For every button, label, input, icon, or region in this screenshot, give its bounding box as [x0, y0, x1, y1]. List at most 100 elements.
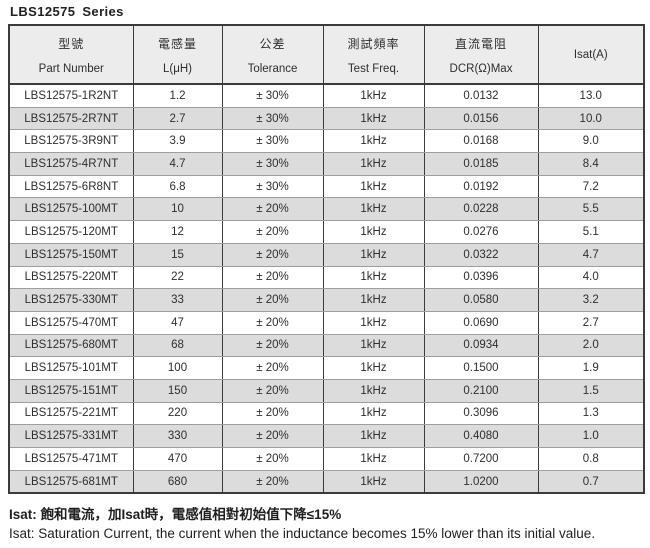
table-cell: ± 30%: [221, 106, 324, 131]
table-cell: ± 20%: [221, 424, 324, 448]
table-cell: 1kHz: [322, 447, 425, 471]
table-cell: 1kHz: [322, 401, 425, 426]
table-cell: ± 20%: [221, 197, 324, 222]
table-cell: 1kHz: [322, 242, 425, 267]
table-cell: ± 20%: [221, 265, 324, 290]
column-header-isat: Isat(A): [537, 24, 645, 85]
table-cell: 0.0934: [423, 333, 539, 358]
table-cell: LBS12575-100MT: [8, 197, 134, 222]
table-row: LBS12575-2R7NT 2.7 ± 30% 1kHz 0.0156 10.0: [8, 106, 645, 131]
column-header-test-freq-en: Test Freq.: [347, 62, 400, 75]
table-cell: 9.0: [537, 129, 645, 154]
table-cell: 0.1500: [423, 356, 539, 380]
table-cell: 0.0580: [423, 288, 539, 312]
table-cell: 5.5: [537, 197, 645, 222]
column-header-dcr-en: DCR(Ω)Max: [449, 62, 513, 75]
table-cell: 1kHz: [322, 356, 425, 380]
table-cell: 0.3096: [423, 401, 539, 426]
table-cell: 0.7200: [423, 447, 539, 471]
table-cell: 0.0192: [423, 174, 539, 199]
table-cell: 220: [132, 401, 223, 426]
table-cell: 0.0156: [423, 106, 539, 131]
table-cell: 15: [132, 242, 223, 267]
table-cell: 1.9: [537, 356, 645, 380]
table-cell: ± 30%: [221, 152, 324, 176]
table-row: LBS12575-120MT 12 ± 20% 1kHz 0.0276 5.1: [8, 220, 645, 244]
table-cell: LBS12575-330MT: [8, 288, 134, 312]
table-cell: 1kHz: [322, 424, 425, 448]
table-cell: LBS12575-6R8NT: [8, 174, 134, 199]
table-cell: 10.0: [537, 106, 645, 131]
table-cell: 0.4080: [423, 424, 539, 448]
table-header: 型號 Part Number 電感量 L(μH) 公差 Tolerance 測試…: [8, 24, 645, 85]
table-cell: ± 30%: [221, 83, 324, 108]
table-cell: 0.8: [537, 447, 645, 471]
table-row: LBS12575-680MT 68 ± 20% 1kHz 0.0934 2.0: [8, 333, 645, 358]
table-cell: 1kHz: [322, 129, 425, 154]
table-cell: 0.0168: [423, 129, 539, 154]
table-cell: 150: [132, 378, 223, 403]
table-cell: 10: [132, 197, 223, 222]
table-row: LBS12575-470MT 47 ± 20% 1kHz 0.0690 2.7: [8, 310, 645, 335]
table-cell: 1kHz: [322, 333, 425, 358]
column-header-tolerance-en: Tolerance: [247, 62, 298, 75]
table-cell: 1.0200: [423, 469, 539, 494]
table-cell: 12: [132, 220, 223, 244]
table-cell: 1kHz: [322, 174, 425, 199]
table-cell: ± 20%: [221, 469, 324, 494]
table-cell: 0.0322: [423, 242, 539, 267]
table-row: LBS12575-151MT 150 ± 20% 1kHz 0.2100 1.5: [8, 378, 645, 403]
table-row: LBS12575-220MT 22 ± 20% 1kHz 0.0396 4.0: [8, 265, 645, 290]
table-row: LBS12575-150MT 15 ± 20% 1kHz 0.0322 4.7: [8, 242, 645, 267]
table-cell: 4.7: [132, 152, 223, 176]
table-cell: ± 20%: [221, 310, 324, 335]
table-cell: LBS12575-1R2NT: [8, 83, 134, 108]
table-cell: LBS12575-220MT: [8, 265, 134, 290]
header-row: 型號 Part Number 電感量 L(μH) 公差 Tolerance 測試…: [8, 24, 645, 85]
table-row: LBS12575-221MT 220 ± 20% 1kHz 0.3096 1.3: [8, 401, 645, 426]
table-cell: 1kHz: [322, 83, 425, 108]
table-cell: 7.2: [537, 174, 645, 199]
table-cell: 47: [132, 310, 223, 335]
table-row: LBS12575-3R9NT 3.9 ± 30% 1kHz 0.0168 9.0: [8, 129, 645, 154]
footnote-en: Isat: Saturation Current, the current wh…: [9, 526, 596, 541]
table-cell: ± 20%: [221, 242, 324, 267]
table-cell: ± 20%: [221, 401, 324, 426]
table-cell: ± 20%: [221, 447, 324, 471]
table-cell: ± 20%: [221, 288, 324, 312]
table-cell: 1kHz: [322, 152, 425, 176]
table-cell: 1kHz: [322, 469, 425, 494]
column-header-inductance: 電感量 L(μH): [132, 24, 223, 85]
table-row: LBS12575-681MT 680 ± 20% 1kHz 1.0200 0.7: [8, 469, 645, 494]
column-header-inductance-zh: 電感量: [157, 36, 197, 51]
table-cell: LBS12575-101MT: [8, 356, 134, 380]
table-cell: ± 20%: [221, 356, 324, 380]
column-header-part-number-en: Part Number: [38, 62, 104, 75]
table-row: LBS12575-4R7NT 4.7 ± 30% 1kHz 0.0185 8.4: [8, 152, 645, 176]
table-cell: 0.0690: [423, 310, 539, 335]
table-cell: 100: [132, 356, 223, 380]
table-cell: LBS12575-120MT: [8, 220, 134, 244]
table-cell: 22: [132, 265, 223, 290]
table-cell: ± 30%: [221, 129, 324, 154]
table-cell: 1kHz: [322, 310, 425, 335]
table-cell: 2.0: [537, 333, 645, 358]
table-cell: 1kHz: [322, 220, 425, 244]
table-row: LBS12575-1R2NT 1.2 ± 30% 1kHz 0.0132 13.0: [8, 83, 645, 108]
table-row: LBS12575-6R8NT 6.8 ± 30% 1kHz 0.0192 7.2: [8, 174, 645, 199]
footnote-zh: Isat: 飽和電流，加Isat時，電感值相對初始值下降≤15%: [9, 507, 342, 522]
table-cell: 4.7: [537, 242, 645, 267]
table-cell: 3.2: [537, 288, 645, 312]
table-cell: LBS12575-471MT: [8, 447, 134, 471]
table-cell: LBS12575-4R7NT: [8, 152, 134, 176]
table-cell: 1kHz: [322, 265, 425, 290]
table-cell: ± 20%: [221, 220, 324, 244]
column-header-test-freq: 測試頻率 Test Freq.: [322, 24, 425, 85]
table-cell: LBS12575-221MT: [8, 401, 134, 426]
table-cell: 680: [132, 469, 223, 494]
table-cell: 4.0: [537, 265, 645, 290]
table-cell: 470: [132, 447, 223, 471]
table-row: LBS12575-330MT 33 ± 20% 1kHz 0.0580 3.2: [8, 288, 645, 312]
table-cell: 5.1: [537, 220, 645, 244]
table-cell: LBS12575-470MT: [8, 310, 134, 335]
